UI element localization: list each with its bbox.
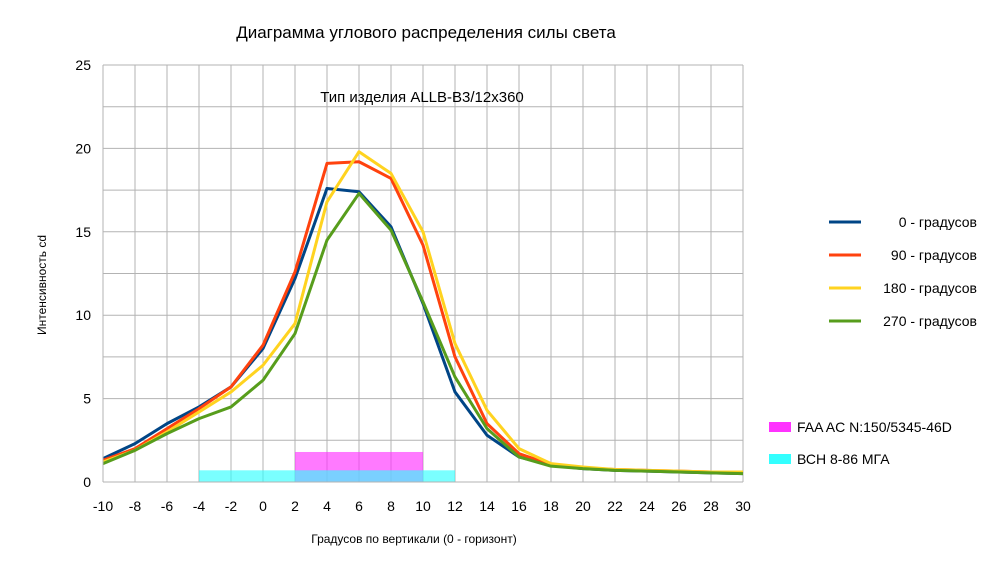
grid-lines <box>102 64 744 483</box>
legend-label: 0 - градусов <box>899 214 977 230</box>
legend-label: 270 - градусов <box>883 313 977 329</box>
chart-title: Диаграмма углового распределения силы св… <box>236 23 616 42</box>
x-tick-label: 30 <box>735 498 751 514</box>
y-tick-label: 0 <box>83 474 91 490</box>
x-tick-label: 0 <box>259 498 267 514</box>
x-tick-label: -4 <box>193 498 206 514</box>
x-tick-label: 28 <box>703 498 719 514</box>
x-tick-label: 16 <box>511 498 527 514</box>
x-tick-label: 22 <box>607 498 623 514</box>
chart-subtitle: Тип изделия ALLB-B3/12x360 <box>320 89 524 106</box>
x-tick-label: 18 <box>543 498 559 514</box>
legend-swatch <box>769 454 791 464</box>
legend: 0 - градусов 90 - градусов 180 - градусов 2… <box>769 214 977 467</box>
x-tick-label: 2 <box>291 498 299 514</box>
x-tick-label: -6 <box>161 498 174 514</box>
x-tick-label: -8 <box>129 498 142 514</box>
x-tick-label: 6 <box>355 498 363 514</box>
y-tick-label: 25 <box>75 57 91 73</box>
y-tick-label: 20 <box>75 140 91 156</box>
x-tick-label: -10 <box>93 498 113 514</box>
range-bands <box>199 451 455 482</box>
x-axis-label: Градусов по вертикали (0 - горизонт) <box>311 532 516 546</box>
x-tick-label: 26 <box>671 498 687 514</box>
y-tick-label: 15 <box>75 224 91 240</box>
x-tick-label: 20 <box>575 498 591 514</box>
series-lines <box>102 150 744 476</box>
band-ВСН 8-86 МГА <box>199 470 455 482</box>
x-tick-label: 4 <box>323 498 331 514</box>
legend-label: 180 - градусов <box>883 280 977 296</box>
x-tick-label: 10 <box>415 498 431 514</box>
x-tick-label: -2 <box>225 498 238 514</box>
x-tick-label: 14 <box>479 498 495 514</box>
x-tick-label: 8 <box>387 498 395 514</box>
series-line-270 - градусов <box>102 191 744 476</box>
y-axis-label: Интенсивность cd <box>35 235 49 335</box>
legend-label: ВСН 8-86 МГА <box>797 451 890 467</box>
x-tick-label: 12 <box>447 498 463 514</box>
x-tick-label: 24 <box>639 498 655 514</box>
axes <box>102 65 743 483</box>
legend-swatch <box>769 422 791 432</box>
legend-label: FAA AC N:150/5345-46D <box>797 419 952 435</box>
y-tick-labels: 0 5 10 15 20 25 <box>75 57 91 490</box>
y-tick-label: 5 <box>83 391 91 407</box>
x-tick-labels: -10 -8 -6 -4 -2 0 2 4 6 8 10 12 14 16 18 20 22 24 26 28 30 <box>93 498 751 514</box>
y-tick-label: 10 <box>75 307 91 323</box>
legend-label: 90 - градусов <box>891 247 977 263</box>
